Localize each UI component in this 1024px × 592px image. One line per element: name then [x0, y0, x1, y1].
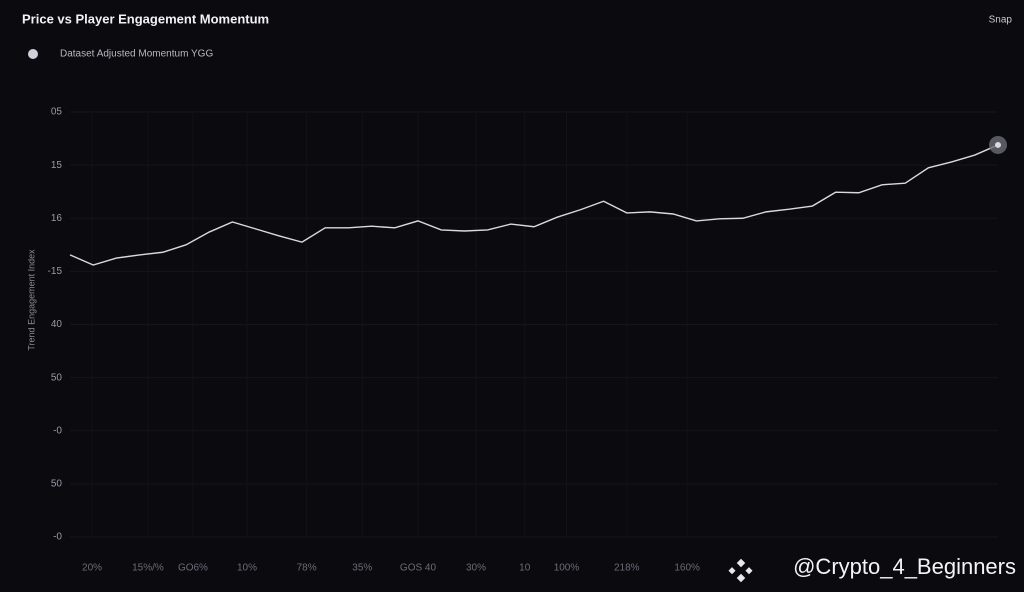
x-tick-label: 78% — [297, 563, 317, 574]
x-tick-label: 10% — [237, 563, 257, 574]
x-tick-label: 15%/% — [132, 563, 164, 574]
x-tick-label: 10 — [519, 563, 531, 574]
x-tick-label: 35% — [352, 563, 372, 574]
watermark: @Crypto_4_Beginners — [793, 554, 1016, 579]
x-tick-label: GOS 40 — [400, 563, 437, 574]
y-tick-label: 50 — [51, 479, 63, 490]
x-tick-label: 30% — [466, 563, 486, 574]
watermark-logo — [728, 558, 753, 583]
x-tick-label: 100% — [554, 563, 580, 574]
x-tick-label: 218% — [614, 563, 640, 574]
y-tick-label: 50 — [51, 372, 63, 383]
chart-title: Price vs Player Engagement Momentum — [22, 11, 269, 26]
top-right-label[interactable]: Snap — [989, 15, 1013, 26]
y-tick-label: 05 — [51, 107, 63, 118]
x-tick-label: 20% — [82, 563, 102, 574]
y-tick-label: -0 — [53, 425, 62, 436]
x-tick-label: 160% — [674, 563, 700, 574]
y-axis-label: Trend Engagement Index — [26, 249, 36, 351]
y-tick-label: 40 — [51, 319, 63, 330]
y-tick-label: 16 — [51, 213, 63, 224]
x-tick-label: GO6% — [178, 563, 208, 574]
legend-marker — [28, 49, 38, 59]
series-line — [69, 144, 999, 266]
legend-label: Dataset Adjusted Momentum YGG — [60, 49, 213, 60]
y-tick-label: -15 — [48, 266, 63, 277]
end-point — [995, 141, 1001, 148]
y-tick-label: -0 — [53, 532, 62, 543]
y-tick-label: 15 — [51, 160, 63, 171]
